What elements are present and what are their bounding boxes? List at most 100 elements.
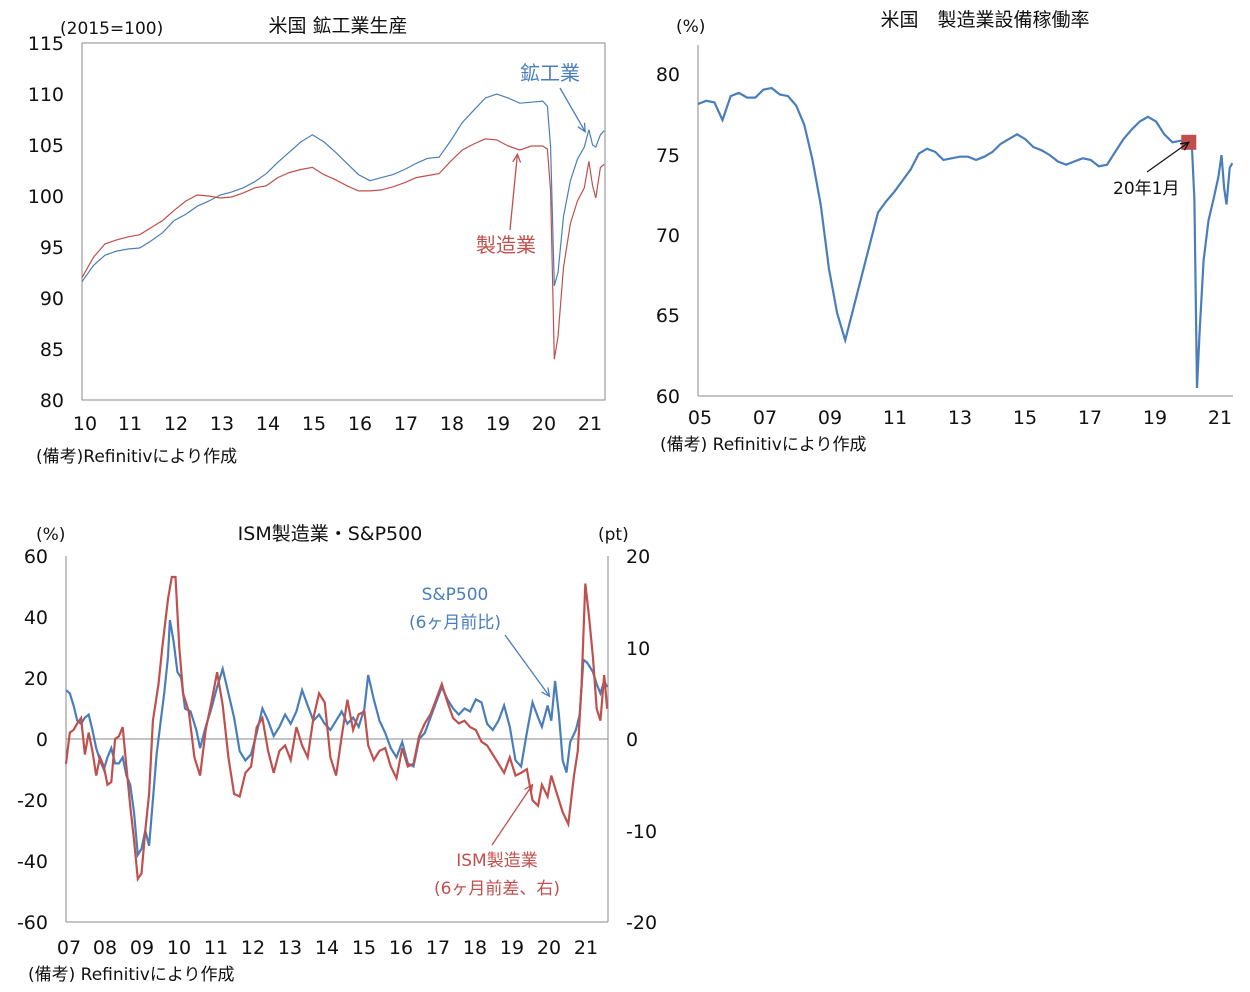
- x-tick-label: 13: [278, 937, 302, 959]
- annotation-arrowhead: [512, 152, 522, 163]
- y-tick-label: 85: [40, 339, 64, 361]
- plot-frame: [81, 42, 606, 401]
- y-axis-unit: (2015=100): [60, 19, 163, 39]
- x-tick-label: 16: [348, 413, 372, 435]
- x-tick-label: 08: [93, 937, 117, 959]
- y-tick-label: 65: [656, 305, 680, 327]
- x-tick-label: 17: [1078, 407, 1102, 429]
- annotation-arrow-manufacturing: [509, 154, 519, 231]
- x-tick-label: 18: [463, 937, 487, 959]
- series-line-ism-manufacturing: [64, 575, 609, 883]
- y-tick-label: 60: [656, 386, 680, 408]
- series-label-ism: ISM製造業: [456, 851, 537, 871]
- annotation-arrow-sp500: [504, 634, 551, 697]
- y-tick-label: 75: [656, 145, 680, 167]
- series-line-manufacturing: [81, 138, 605, 360]
- source-note: (備考) Refinitivにより作成: [28, 965, 235, 985]
- x-tick-label: 19: [1143, 407, 1167, 429]
- x-tick-label: 13: [210, 413, 234, 435]
- y-tick-label: -40: [17, 851, 48, 873]
- y-tick-label: 40: [24, 607, 48, 629]
- x-tick-label: 17: [426, 937, 450, 959]
- annotation-arrowhead: [577, 122, 586, 134]
- series-label-manufacturing: 製造業: [476, 233, 536, 257]
- x-tick-label: 15: [1013, 407, 1037, 429]
- annotation-label-jan-2020: 20年1月: [1113, 179, 1179, 199]
- x-tick-label: 20: [537, 937, 561, 959]
- y-tick-label: 20: [24, 668, 48, 690]
- y-axis-right-ticks: -20 -10 0 10 20: [626, 546, 657, 934]
- series-label-mining-industry: 鉱工業: [520, 61, 580, 85]
- x-tick-label: 20: [532, 413, 556, 435]
- y-tick-label: 10: [626, 638, 650, 660]
- x-tick-label: 21: [1208, 407, 1232, 429]
- chart-industrial-production: 米国 鉱工業生産 (2015=100) (備考)Refinitivにより作成 8…: [28, 15, 606, 467]
- x-tick-label: 10: [167, 937, 191, 959]
- chart-capacity-utilization: 米国 製造業設備稼働率 (%) (備考) Refinitivにより作成 60 6…: [656, 9, 1234, 455]
- annotation-arrow-ism: [491, 784, 534, 846]
- y-tick-label: 115: [28, 33, 64, 55]
- series-label-sp500-note: (6ヶ月前比): [409, 613, 501, 633]
- y-tick-label: 60: [24, 546, 48, 568]
- y-axis-left-ticks: -60 -40 -20 0 20 40 60: [17, 546, 48, 934]
- y-axis-unit: (%): [676, 17, 705, 37]
- y-tick-label: 95: [40, 237, 64, 259]
- annotation-arrowhead: [1179, 141, 1191, 151]
- x-tick-label: 18: [440, 413, 464, 435]
- y-tick-label: 0: [626, 729, 638, 751]
- x-tick-label: 11: [118, 413, 142, 435]
- annotation-arrowhead: [541, 687, 551, 698]
- series-label-sp500: S&P500: [422, 585, 489, 605]
- x-tick-label: 12: [164, 413, 188, 435]
- x-axis-ticks: 07 08 09 10 11 12 13 14 15 16 17 18 19 2…: [57, 937, 598, 959]
- chart-title: 米国 鉱工業生産: [268, 15, 407, 37]
- y-tick-label: 20: [626, 546, 650, 568]
- x-tick-label: 13: [948, 407, 972, 429]
- chart-title: 米国 製造業設備稼働率: [880, 9, 1089, 31]
- y-tick-label: -20: [17, 790, 48, 812]
- x-tick-label: 15: [352, 937, 376, 959]
- y-tick-label: 100: [28, 186, 64, 208]
- x-tick-label: 14: [315, 937, 339, 959]
- y-tick-label: 90: [40, 288, 64, 310]
- source-note: (備考) Refinitivにより作成: [660, 435, 867, 455]
- y-tick-label: 70: [656, 225, 680, 247]
- x-tick-label: 19: [500, 937, 524, 959]
- y-axis-right-unit: (pt): [598, 525, 629, 545]
- x-tick-label: 07: [57, 937, 81, 959]
- x-tick-label: 17: [394, 413, 418, 435]
- x-tick-label: 19: [486, 413, 510, 435]
- y-tick-label: -20: [626, 912, 657, 934]
- y-axis-left-unit: (%): [36, 525, 65, 545]
- x-tick-label: 09: [818, 407, 842, 429]
- chart-title: ISM製造業・S&P500: [238, 523, 423, 545]
- y-tick-label: 80: [40, 390, 64, 412]
- series-line-mining-industry: [81, 93, 605, 286]
- x-tick-label: 10: [73, 413, 97, 435]
- x-tick-label: 16: [389, 937, 413, 959]
- x-tick-label: 07: [753, 407, 777, 429]
- x-tick-label: 12: [241, 937, 265, 959]
- y-tick-label: 110: [28, 84, 64, 106]
- source-note: (備考)Refinitivにより作成: [36, 447, 237, 467]
- series-line-sp500: [65, 619, 609, 859]
- x-tick-label: 21: [574, 937, 598, 959]
- y-tick-label: 0: [36, 729, 48, 751]
- series-line-capacity-utilization: [697, 86, 1234, 389]
- y-tick-label: -60: [17, 912, 48, 934]
- y-tick-label: -10: [626, 821, 657, 843]
- x-tick-label: 15: [302, 413, 326, 435]
- chart-ism-sp500: ISM製造業・S&P500 (%) (pt) (備考) Refinitivにより…: [17, 523, 657, 985]
- x-tick-label: 14: [256, 413, 280, 435]
- y-tick-label: 80: [656, 64, 680, 86]
- series-label-ism-note: (6ヶ月前差、右): [434, 879, 560, 899]
- x-tick-label: 09: [130, 937, 154, 959]
- annotation-arrow-jan-2020: [1146, 141, 1190, 173]
- y-axis-ticks: 60 65 70 75 80: [656, 64, 680, 408]
- x-axis-ticks: 05 07 09 11 13 15 17 19 21: [688, 407, 1232, 429]
- x-tick-label: 21: [578, 413, 602, 435]
- x-axis-ticks: 10 11 12 13 14 15 16 17 18 19 20 21: [73, 413, 602, 435]
- x-tick-label: 05: [688, 407, 712, 429]
- y-tick-label: 105: [28, 135, 64, 157]
